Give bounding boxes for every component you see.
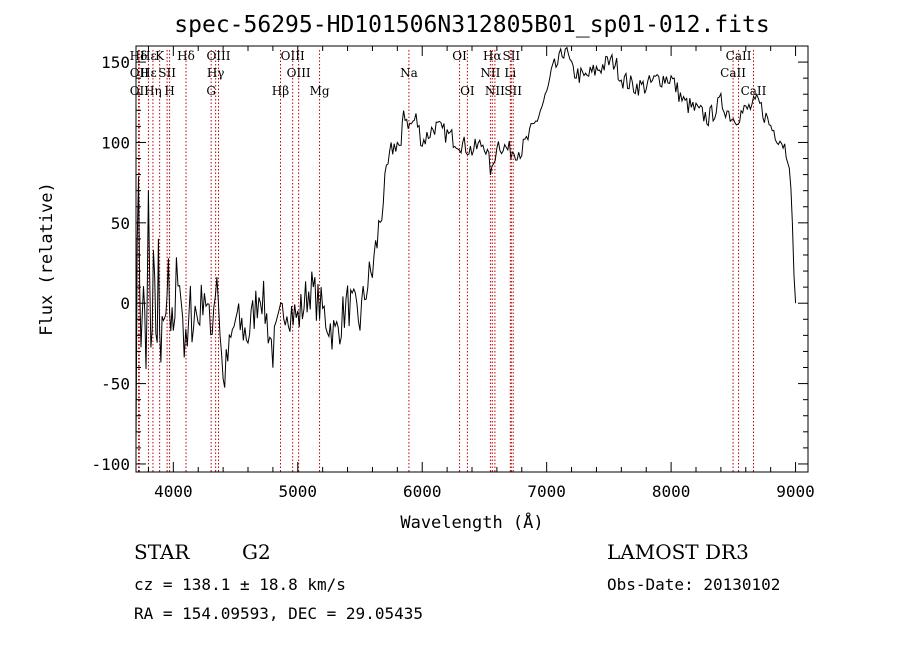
line-marker-label: Hε <box>140 66 157 80</box>
line-marker-label: Mg <box>310 84 330 98</box>
line-marker-label: SII <box>158 66 176 80</box>
line-marker-label: Hβ <box>272 84 289 98</box>
line-marker-label: OI <box>452 49 467 63</box>
line-marker-label: SII <box>504 84 522 98</box>
y-tick-label: -100 <box>91 455 130 474</box>
survey-label: LAMOST DR3 <box>607 540 749 564</box>
y-tick-label: 150 <box>101 53 130 72</box>
redshift-label: cz = 138.1 ± 18.8 km/s <box>134 575 346 594</box>
y-tick-label: -50 <box>101 375 130 394</box>
line-marker-label: Hη <box>144 84 162 98</box>
y-tick-label: 50 <box>111 214 130 233</box>
subclass-label: G2 <box>242 540 271 564</box>
x-tick-label: 9000 <box>776 482 815 501</box>
line-marker-label: Na <box>400 66 418 80</box>
line-marker-label: SII <box>502 49 520 63</box>
obs-date-label: Obs-Date: 20130102 <box>607 575 781 594</box>
x-tick-label: 5000 <box>279 482 318 501</box>
coordinates-label: RA = 154.09593, DEC = 29.05435 <box>134 604 423 623</box>
x-tick-label: 7000 <box>527 482 566 501</box>
plot-frame <box>135 45 809 473</box>
line-marker-label: OII <box>130 66 150 80</box>
line-marker-label: CaII <box>726 49 752 63</box>
line-marker-label: Hα <box>483 49 502 63</box>
x-tick-label: 6000 <box>403 482 442 501</box>
line-marker-label: OIII <box>287 66 311 80</box>
line-marker-label: H <box>164 84 174 98</box>
line-marker-label: CaII <box>720 66 746 80</box>
line-marker-label: Li <box>504 66 516 80</box>
x-axis-label: Wavelength (Å) <box>400 511 543 533</box>
line-marker-label: K <box>155 49 165 63</box>
chart-title: spec-56295-HD101506N312805B01_sp01-012.f… <box>174 12 769 38</box>
line-marker-label: Hγ <box>207 66 225 80</box>
y-tick-label: 0 <box>120 294 130 313</box>
line-marker-label: Hε <box>140 49 157 63</box>
class-label: STAR <box>134 540 190 564</box>
line-marker-label: OIII <box>281 49 305 63</box>
line-marker-label: NII <box>480 66 500 80</box>
line-marker-label: OII <box>130 84 150 98</box>
line-marker-label: CaII <box>741 84 767 98</box>
line-marker-label: OIII <box>206 49 230 63</box>
line-marker-label: G <box>206 84 216 98</box>
line-marker-label: Hδ <box>177 49 195 63</box>
line-marker-label: OI <box>460 84 475 98</box>
x-tick-label: 8000 <box>652 482 691 501</box>
y-tick-label: 100 <box>101 133 130 152</box>
flux-series-line <box>135 46 797 444</box>
x-tick-label: 4000 <box>154 482 193 501</box>
line-marker-label: NII <box>485 84 505 98</box>
line-marker-label: Hδ <box>130 49 148 63</box>
y-axis-label: Flux (relative) <box>37 182 57 336</box>
